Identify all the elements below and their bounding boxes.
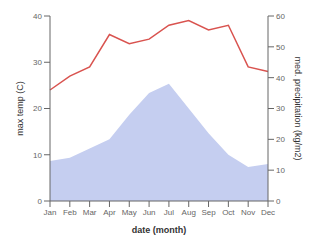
svg-text:20: 20 [276,135,285,144]
svg-text:max temp (C): max temp (C) [15,81,25,136]
svg-text:Apr: Apr [103,208,116,217]
svg-text:30: 30 [276,104,285,113]
svg-text:60: 60 [276,12,285,21]
svg-text:10: 10 [276,166,285,175]
svg-text:0: 0 [38,197,43,206]
svg-text:40: 40 [276,74,285,83]
svg-text:30: 30 [33,58,42,67]
svg-text:Sep: Sep [201,208,216,217]
svg-text:20: 20 [33,104,42,113]
svg-text:Nov: Nov [241,208,255,217]
svg-text:Oct: Oct [222,208,235,217]
svg-text:May: May [122,208,137,217]
svg-text:0: 0 [276,197,281,206]
svg-text:10: 10 [33,151,42,160]
svg-text:date (month): date (month) [132,225,187,235]
svg-text:40: 40 [33,12,42,21]
svg-text:50: 50 [276,43,285,52]
svg-text:Dec: Dec [261,208,275,217]
svg-text:Jan: Jan [44,208,57,217]
svg-text:med. precipitation (kg/m2): med. precipitation (kg/m2) [293,56,303,160]
svg-text:Feb: Feb [63,208,77,217]
svg-text:Jul: Jul [164,208,174,217]
svg-text:Jun: Jun [143,208,156,217]
svg-text:Aug: Aug [182,208,196,217]
svg-text:Mar: Mar [83,208,97,217]
